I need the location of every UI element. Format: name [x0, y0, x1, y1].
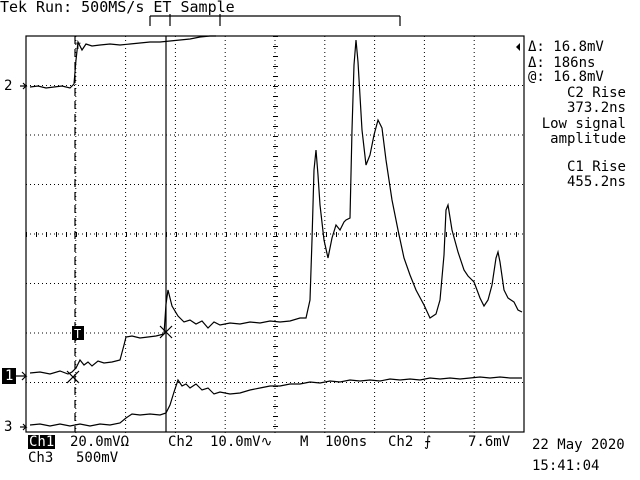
meas1-note-1: Low signal: [541, 116, 626, 132]
meas1-note-2: amplitude: [550, 131, 626, 147]
meas2-title: C1 Rise: [566, 159, 626, 175]
ch1-label[interactable]: Ch1: [28, 434, 56, 450]
time-readout: 15:41:04: [532, 458, 600, 474]
crosshair-markers: [66, 325, 173, 384]
brand-label: Tek: [0, 0, 28, 16]
date-readout: 22 May 2020: [532, 437, 625, 453]
ch1-marker: 1: [5, 368, 14, 384]
delta-time-readout: Δ: 186ns: [528, 55, 596, 71]
ch1-marker-box: [2, 368, 16, 384]
ch3-trace: [29, 376, 522, 427]
acquisition-status: Run: 500MS/s ET Sample: [36, 0, 235, 16]
timebase-label: M: [300, 434, 309, 450]
ch2-marker: 2: [4, 78, 13, 94]
ch1-scale: 20.0mVΩ: [70, 434, 130, 450]
ch1-trace: [29, 39, 523, 375]
cursor-active-arrow: [516, 43, 520, 51]
ch3-marker: 3: [4, 419, 13, 435]
meas2-value: 455.2ns: [566, 174, 626, 190]
ch2-trace: [29, 35, 216, 89]
record-view-bracket: [149, 14, 401, 26]
trigger-slope-icon: ⨍: [424, 434, 432, 450]
ch2-rise-marker: ⊤: [75, 41, 82, 52]
trigger-level: 7.6mV: [468, 434, 511, 450]
trigger-marker: T: [74, 327, 82, 341]
ch2-scale: 10.0mV∿: [210, 434, 273, 450]
ch2-label[interactable]: Ch2: [168, 434, 194, 450]
trigger-marker-box: [72, 326, 84, 340]
delta-voltage-readout: Δ: 16.8mV: [528, 39, 604, 55]
at-voltage-readout: @: 16.8mV: [528, 69, 604, 85]
meas1-title: C2 Rise: [566, 85, 626, 101]
ch3-label[interactable]: Ch3: [28, 450, 54, 466]
timebase-value: 100ns: [325, 434, 368, 450]
trigger-source: Ch2: [388, 434, 414, 450]
graticule-dots: [26, 36, 523, 433]
meas1-value: 373.2ns: [566, 100, 626, 116]
ch3-scale: 500mV: [76, 450, 119, 466]
